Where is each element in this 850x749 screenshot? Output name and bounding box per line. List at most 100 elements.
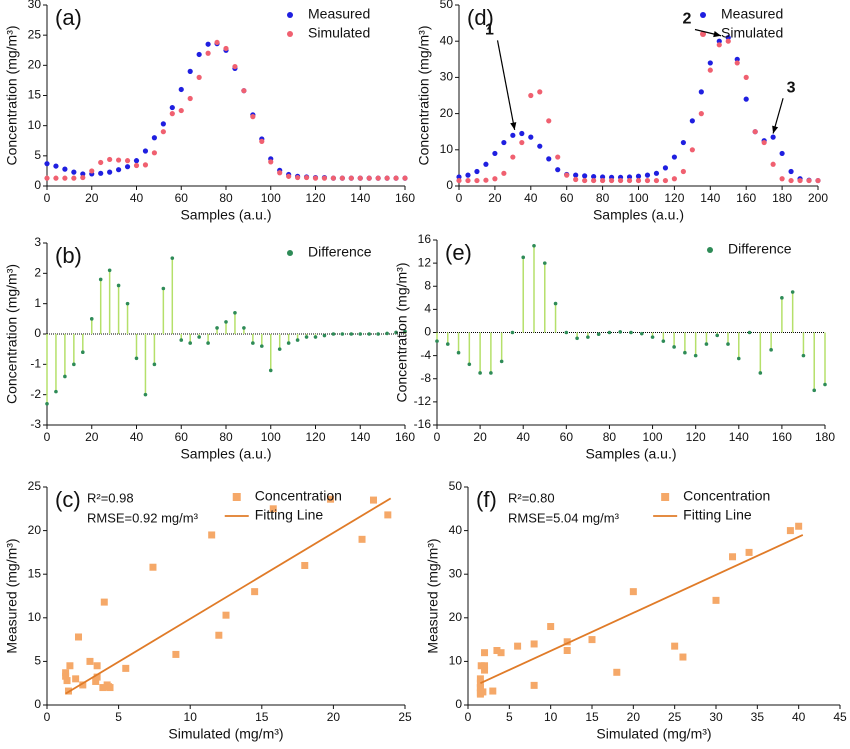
x-tick-label: 0 (456, 191, 463, 205)
point (671, 154, 678, 160)
legend-label: Fitting Line (683, 507, 752, 523)
point (301, 561, 309, 569)
x-axis-title: Samples (a.u.) (585, 446, 676, 462)
y-tick-label: -8 (420, 371, 431, 385)
point (208, 531, 216, 539)
point (698, 111, 704, 117)
x-tick-label: 140 (350, 430, 370, 444)
point (736, 356, 741, 361)
x-tick-label: 80 (219, 430, 233, 444)
point (626, 177, 633, 184)
y-tick-label: 20 (28, 523, 42, 537)
point (519, 139, 525, 146)
point (644, 172, 651, 178)
x-tick-label: 60 (175, 191, 189, 205)
point (54, 389, 58, 394)
x-tick-label: 20 (627, 710, 641, 724)
point (151, 135, 157, 141)
point (734, 60, 740, 66)
point (62, 175, 68, 181)
point (481, 649, 489, 657)
y-tick-label: 10 (28, 118, 42, 132)
point (89, 317, 94, 321)
x-tick-label: 160 (736, 191, 756, 205)
point (653, 170, 660, 176)
point (72, 675, 80, 683)
legend-swatch (661, 493, 670, 501)
point (402, 175, 408, 181)
point (823, 382, 827, 387)
point (555, 154, 561, 160)
y-tick-label: 1 (34, 296, 41, 310)
point (725, 38, 731, 44)
point (327, 495, 335, 503)
point (752, 129, 758, 135)
point (707, 60, 713, 66)
point (801, 353, 806, 358)
y-axis-title: Measured (mg/m³) (425, 538, 441, 653)
y-tick-label: 25 (28, 479, 42, 493)
point (489, 371, 493, 375)
x-tick-label: 160 (395, 191, 415, 205)
annotation: R²=0.98 (87, 490, 134, 505)
x-tick-label: 15 (255, 710, 269, 724)
annotation-arrow (496, 40, 516, 131)
point (124, 164, 131, 170)
y-tick-label: 40 (440, 33, 454, 47)
point (178, 107, 184, 114)
point (133, 162, 140, 169)
legend-swatch (287, 12, 293, 18)
point (712, 596, 720, 604)
point (134, 356, 139, 361)
point (339, 175, 345, 181)
point (322, 333, 327, 338)
point (394, 330, 398, 335)
panel-label: (a) (55, 5, 82, 30)
point (780, 296, 784, 300)
point (582, 173, 588, 179)
point (71, 175, 77, 181)
point (277, 347, 282, 351)
point (197, 335, 201, 339)
point (519, 130, 525, 137)
point (483, 161, 489, 167)
point (142, 162, 149, 168)
y-tick-label: 0 (34, 178, 41, 192)
point (662, 165, 669, 171)
point (375, 175, 381, 181)
point (555, 167, 561, 173)
point (107, 169, 113, 175)
x-tick-label: 80 (219, 191, 233, 205)
x-tick-label: 40 (792, 710, 806, 724)
point (474, 168, 480, 175)
point (704, 342, 709, 346)
x-axis-title: Samples (a.u.) (593, 207, 684, 223)
annotation: 1 (485, 22, 494, 39)
point (384, 511, 392, 519)
y-tick-label: 40 (449, 523, 463, 537)
point (268, 159, 274, 165)
point (537, 89, 543, 95)
annotation: RMSE=5.04 mg/m³ (508, 510, 620, 525)
fit-line (65, 497, 392, 695)
point (743, 96, 749, 102)
point (596, 332, 601, 337)
point (501, 170, 507, 176)
point (600, 177, 606, 184)
point (489, 687, 497, 695)
point (445, 342, 450, 346)
x-axis-title: Simulated (mg/m³) (596, 726, 711, 742)
point (608, 177, 615, 184)
point (564, 172, 570, 178)
point (172, 650, 180, 658)
point (591, 177, 597, 184)
point (761, 139, 767, 146)
panel: 0 20 40 60 80 100 120 140 160 180 -16 -12 -8 -4 0 4 8 12 1… (394, 232, 836, 462)
x-tick-label: 180 (815, 430, 835, 444)
point (474, 177, 480, 184)
point (205, 41, 211, 47)
point (528, 134, 534, 140)
x-tick-label: 25 (668, 710, 682, 724)
point (93, 662, 101, 670)
x-tick-label: 15 (585, 710, 599, 724)
